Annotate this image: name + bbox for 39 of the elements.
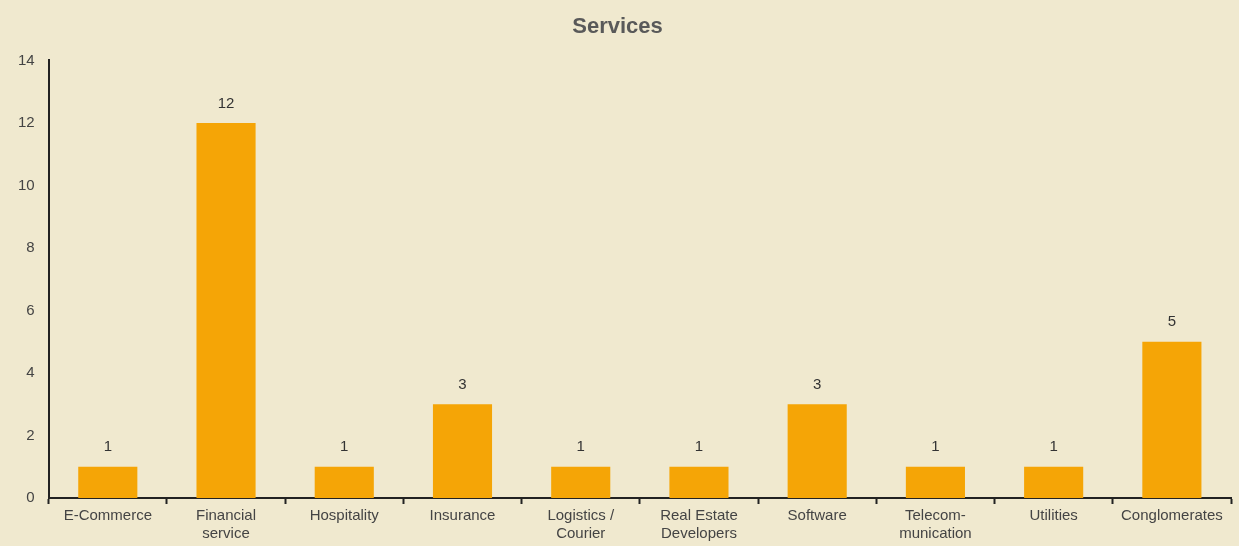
- data-label: 1: [103, 437, 112, 455]
- data-label: 1: [931, 437, 940, 455]
- data-label: 1: [1049, 437, 1058, 455]
- data-label: 12: [217, 93, 235, 111]
- y-tick-label: 8: [26, 238, 35, 256]
- data-label: 3: [813, 374, 822, 392]
- data-label: 1: [340, 437, 349, 455]
- bar: [787, 404, 847, 498]
- x-tick-label: Conglomerates: [1121, 506, 1223, 524]
- x-tick-label: E-Commerce: [63, 506, 152, 524]
- y-tick-label: 10: [18, 175, 35, 193]
- x-tick-label: Hospitality: [309, 506, 380, 524]
- y-tick-label: 6: [26, 300, 35, 318]
- x-tick-label: Telecom- munication: [899, 506, 972, 542]
- x-tick-label: Real Estate Developers: [660, 506, 738, 542]
- bar: [905, 466, 965, 498]
- y-tick-label: 14: [18, 50, 35, 68]
- bar: [1024, 466, 1084, 498]
- bar: [314, 466, 374, 498]
- bar: [551, 466, 611, 498]
- data-label: 1: [694, 437, 704, 455]
- data-label: 5: [1167, 312, 1177, 330]
- x-tick-label: Software: [787, 506, 847, 524]
- bar: [196, 122, 256, 498]
- y-tick-label: 0: [26, 488, 35, 506]
- x-tick-label: Logistics / Courier: [547, 506, 615, 542]
- x-tick-label: Utilities: [1029, 506, 1078, 524]
- bar: [1142, 341, 1202, 498]
- x-tick-label: Financial service: [196, 506, 257, 542]
- bar: [669, 466, 729, 498]
- y-tick-label: 12: [18, 113, 35, 131]
- y-tick-label: 4: [26, 363, 35, 381]
- bar: [78, 466, 138, 498]
- data-label: 1: [576, 437, 585, 455]
- bar: [432, 404, 493, 498]
- y-tick-label: 2: [26, 425, 35, 443]
- data-label: 3: [458, 374, 467, 392]
- chart-title: Services: [572, 13, 663, 39]
- x-tick-label: Insurance: [429, 506, 496, 524]
